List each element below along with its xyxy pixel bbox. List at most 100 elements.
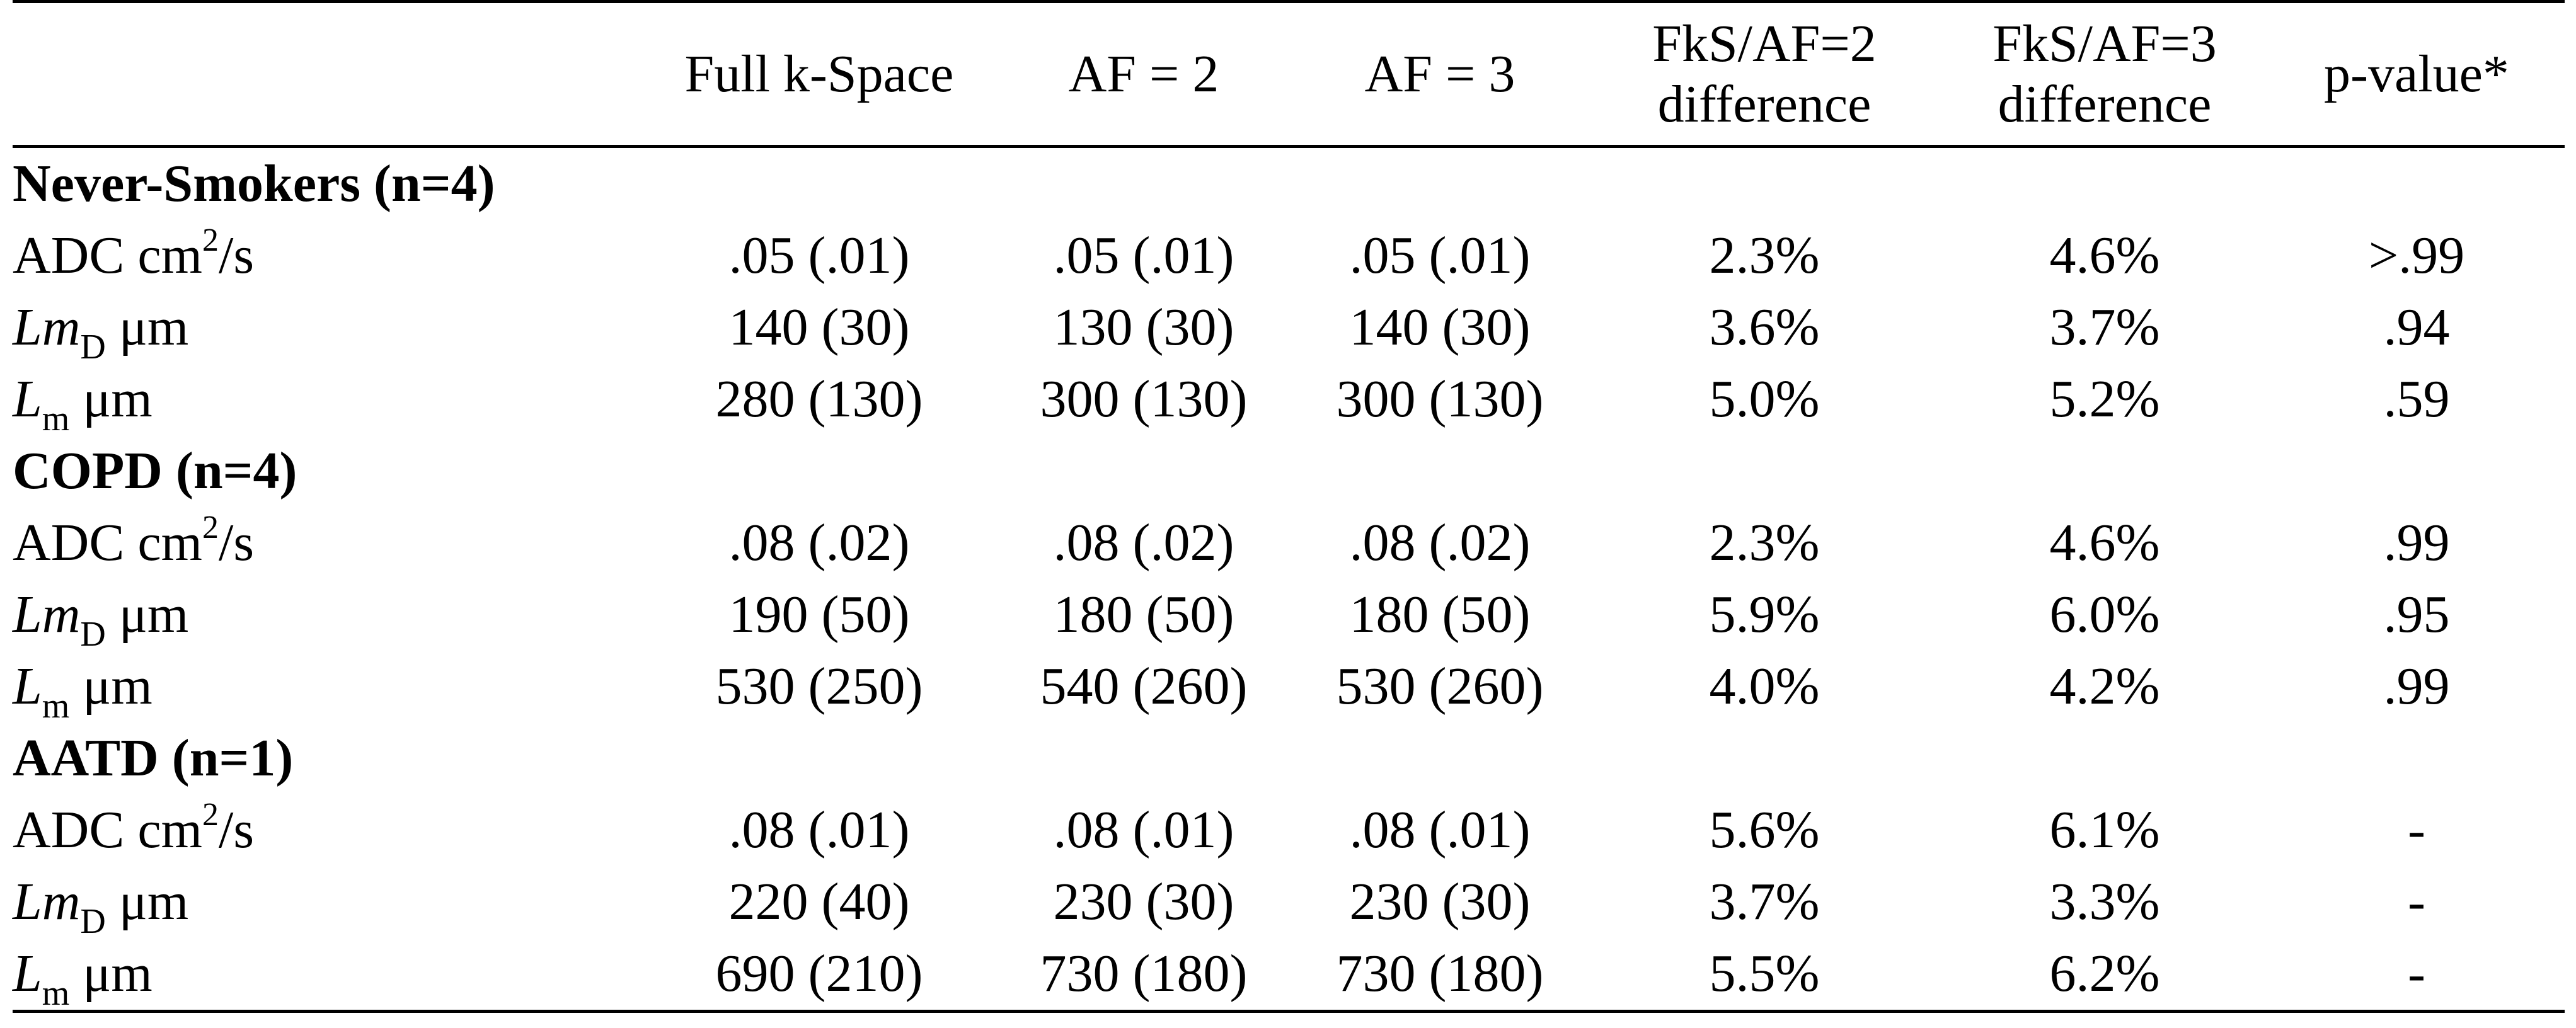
cell-af-3: 180 (50) xyxy=(1349,585,1531,644)
table-header: Full k-Space AF = 2 AF = 3 FkS/AF=2 diff… xyxy=(13,0,2565,148)
cell-af-2: .05 (.01) xyxy=(1053,226,1234,285)
header-row: Full k-Space AF = 2 AF = 3 FkS/AF=2 diff… xyxy=(13,0,2565,148)
cell-af-3: .05 (.01) xyxy=(1349,226,1531,285)
cell-fks-af2-difference: 5.0% xyxy=(1709,370,1820,428)
table-row: Lm μm 280 (130) 300 (130) 300 (130) 5.0% 5.2%… xyxy=(13,363,2565,438)
metric-unit: μm xyxy=(69,944,152,1003)
cell-fks-af3-difference: 3.3% xyxy=(2049,872,2160,931)
table-row: Lm μm 690 (210) 730 (180) 730 (180) 5.5% 6.2%… xyxy=(13,938,2565,1013)
group-row: COPD (n=4) xyxy=(13,435,2565,507)
metric-name: Lm xyxy=(13,872,81,931)
cell-fks-af3-difference: 6.1% xyxy=(2049,801,2160,859)
cell-fks-af2-difference: 5.5% xyxy=(1588,938,1941,1013)
cell-full-k-space: 220 (40) xyxy=(728,872,910,931)
metric-label: ADC cm2/s xyxy=(13,794,643,866)
metric-name: ADC cm xyxy=(13,513,202,572)
cell-af-3: 530 (260) xyxy=(1336,657,1544,716)
metric-subscript: m xyxy=(42,686,70,726)
metric-label: ADC cm2/s xyxy=(13,220,643,292)
metric-label: LmD μm xyxy=(13,292,643,365)
cell-p-value: - xyxy=(2268,938,2565,1013)
metric-name: ADC cm xyxy=(13,226,202,285)
cell-af-3: .08 (.02) xyxy=(1349,513,1531,572)
cell-fks-af3-difference: 4.6% xyxy=(2049,226,2160,285)
metric-unit: μm xyxy=(105,872,189,931)
cell-fks-af2-difference: 3.7% xyxy=(1709,872,1820,931)
cell-af-2: 180 (50) xyxy=(1053,585,1234,644)
group-title: Never-Smokers (n=4) xyxy=(13,154,495,213)
cell-fks-af3-difference: 4.6% xyxy=(2049,513,2160,572)
footnote-fragment xyxy=(13,1019,769,1028)
header-fks-af3-line2: difference xyxy=(1998,74,2212,134)
header-fks-af2-line2: difference xyxy=(1657,74,1872,134)
header-af-2: AF = 2 xyxy=(996,0,1292,148)
cell-p-value: .95 xyxy=(2383,585,2450,644)
cell-full-k-space: .08 (.01) xyxy=(728,801,910,859)
table-row: LmD μm 190 (50) 180 (50) 180 (50) 5.9% 6.0% .9… xyxy=(13,579,2565,654)
cell-p-value: >.99 xyxy=(2368,226,2465,285)
metric-label: Lm μm xyxy=(13,938,643,1013)
cell-fks-af3-difference: 4.2% xyxy=(2049,657,2160,716)
cell-full-k-space: .08 (.02) xyxy=(728,513,910,572)
cell-af-3: 140 (30) xyxy=(1349,298,1531,357)
cell-p-value: .59 xyxy=(2383,370,2450,428)
metric-superscript: 2 xyxy=(202,510,219,545)
header-p-value: p-value* xyxy=(2268,0,2565,148)
table-row: ADC cm2/s .08 (.02) .08 (.02) .08 (.02) 2.3%… xyxy=(13,507,2565,579)
cell-p-value: .99 xyxy=(2383,513,2450,572)
cell-af-2: 300 (130) xyxy=(1040,370,1248,428)
cell-p-value: - xyxy=(2408,801,2425,859)
group-row: Never-Smokers (n=4) xyxy=(13,147,2565,220)
header-fks-af2-line1: FkS/AF=2 xyxy=(1652,14,1877,73)
metric-name: L xyxy=(13,370,42,428)
metric-superscript: 2 xyxy=(202,222,219,258)
cell-af-3: 730 (180) xyxy=(1292,938,1588,1013)
metric-subscript: D xyxy=(80,614,106,654)
cell-af-2: 230 (30) xyxy=(1053,872,1234,931)
metric-unit: /s xyxy=(218,801,255,859)
cell-fks-af3-difference: 3.7% xyxy=(2049,298,2160,357)
cell-af-3: .08 (.01) xyxy=(1349,801,1531,859)
metric-label: Lm μm xyxy=(13,363,643,438)
metric-subscript: m xyxy=(42,399,70,438)
table-body: Never-Smokers (n=4) ADC cm2/s .05 (.01) .05… xyxy=(13,147,2565,1013)
metric-unit: μm xyxy=(69,657,152,716)
cell-af-2: 540 (260) xyxy=(1040,657,1248,716)
cell-full-k-space: 690 (210) xyxy=(643,938,996,1013)
cell-af-2: 730 (180) xyxy=(996,938,1292,1013)
cell-fks-af3-difference: 6.2% xyxy=(1941,938,2268,1013)
metric-label: LmD μm xyxy=(13,579,643,654)
metric-unit: μm xyxy=(105,585,189,644)
cell-fks-af2-difference: 5.6% xyxy=(1709,801,1820,859)
metric-unit: μm xyxy=(105,298,189,357)
group-row: AATD (n=1) xyxy=(13,722,2565,794)
results-table: Full k-Space AF = 2 AF = 3 FkS/AF=2 diff… xyxy=(13,0,2565,1013)
header-fks-af3-difference: FkS/AF=3 difference xyxy=(1941,0,2268,148)
metric-superscript: 2 xyxy=(202,797,219,833)
header-blank xyxy=(13,0,643,148)
metric-unit: /s xyxy=(218,226,255,285)
metric-name: L xyxy=(13,657,42,716)
header-fks-af3-line1: FkS/AF=3 xyxy=(1992,14,2217,73)
table-row: LmD μm 220 (40) 230 (30) 230 (30) 3.7% 3.3% - xyxy=(13,866,2565,939)
cell-af-2: .08 (.02) xyxy=(1053,513,1234,572)
header-full-k-space: Full k-Space xyxy=(643,0,996,148)
metric-label: Lm μm xyxy=(13,651,643,724)
cell-p-value: .94 xyxy=(2383,298,2450,357)
cell-full-k-space: 190 (50) xyxy=(728,585,910,644)
cell-fks-af3-difference: 5.2% xyxy=(2049,370,2160,428)
cell-af-2: .08 (.01) xyxy=(1053,801,1234,859)
metric-label: LmD μm xyxy=(13,866,643,939)
cell-fks-af2-difference: 3.6% xyxy=(1709,298,1820,357)
table-row: ADC cm2/s .08 (.01) .08 (.01) .08 (.01) 5.6%… xyxy=(13,794,2565,866)
table-row: Lm μm 530 (250) 540 (260) 530 (260) 4.0% 4.2%… xyxy=(13,651,2565,724)
cell-full-k-space: 140 (30) xyxy=(728,298,910,357)
table-row: LmD μm 140 (30) 130 (30) 140 (30) 3.6% 3.7% .9… xyxy=(13,292,2565,365)
metric-name: Lm xyxy=(13,585,81,644)
metric-name: ADC cm xyxy=(13,801,202,859)
cell-full-k-space: 280 (130) xyxy=(715,370,923,428)
cell-fks-af2-difference: 2.3% xyxy=(1709,226,1820,285)
cell-fks-af2-difference: 2.3% xyxy=(1709,513,1820,572)
metric-subscript: D xyxy=(80,327,106,367)
